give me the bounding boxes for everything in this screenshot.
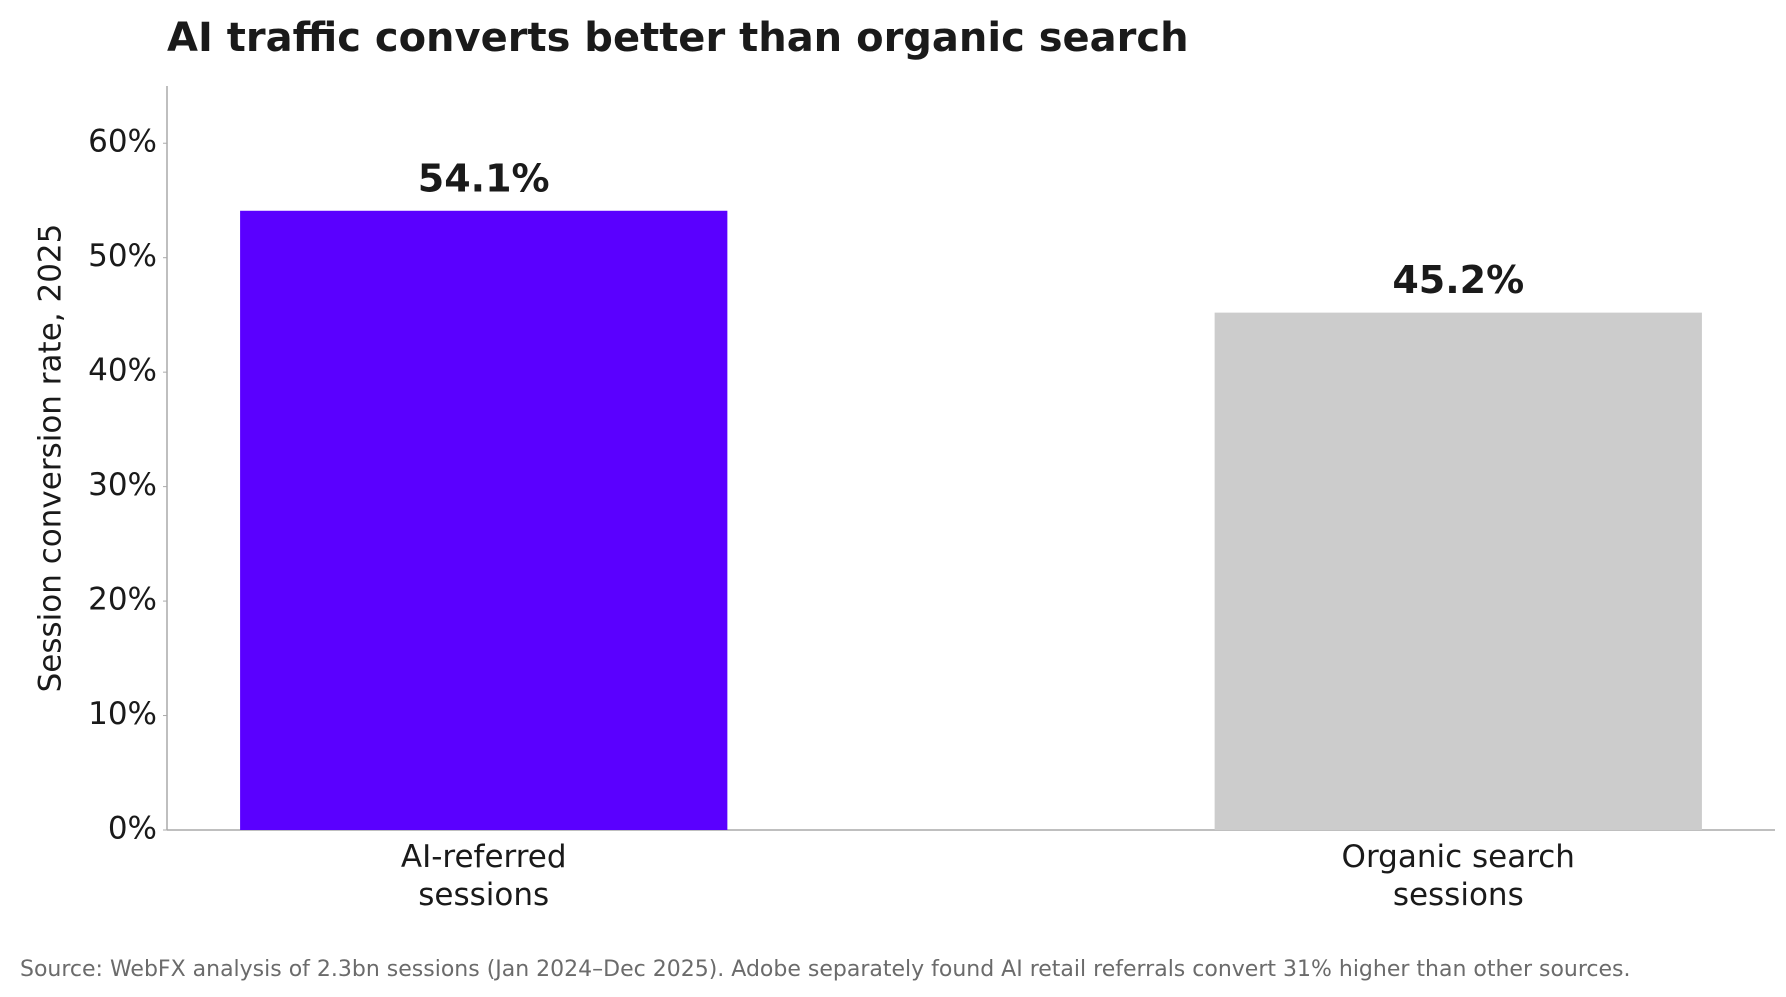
x-tick-label: AI-referred sessions [400,839,567,913]
y-tick-label: 10% [88,696,157,732]
source-note: Source: WebFX analysis of 2.3bn sessions… [20,957,1631,982]
y-tick-label: 30% [88,467,157,503]
bar [1214,312,1702,830]
value-label: 45.2% [1392,258,1524,302]
x-tick-label: Organic search sessions [1341,839,1575,913]
y-axis-label: Session conversion rate, 2025 [33,224,69,693]
chart-title: AI traffic converts better than organic … [167,15,1189,61]
y-tick-label: 60% [88,124,157,160]
y-tick-label: 50% [88,238,157,274]
bar [240,210,728,831]
value-label: 54.1% [418,156,550,200]
y-tick-label: 0% [108,811,157,847]
y-tick-label: 20% [88,582,157,618]
y-tick-label: 40% [88,353,157,389]
